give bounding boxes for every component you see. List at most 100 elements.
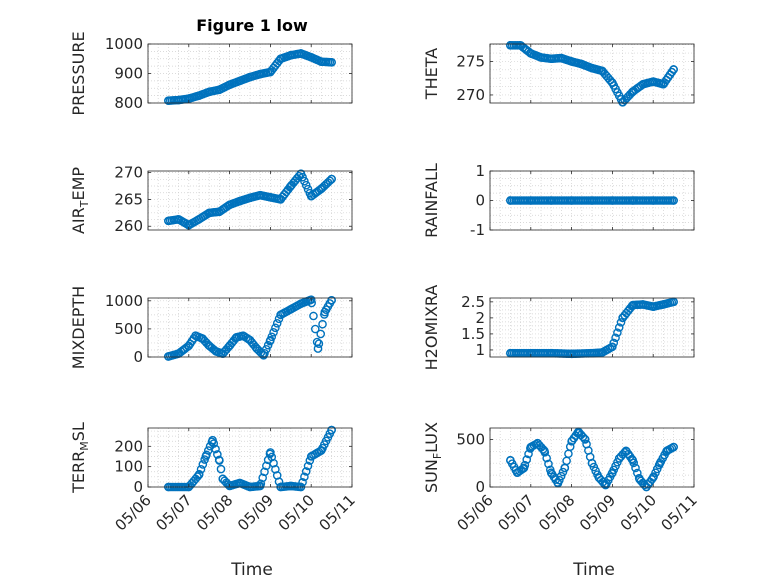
y-axis-label-main: H2OMIXRA [422,285,441,371]
y-tick-label: 900 [114,65,143,83]
data-point [196,464,206,474]
y-axis-label: SUNFLUX [422,422,444,493]
axes-theta: 270 275 THETA [422,41,695,107]
data-point [608,196,617,205]
data-point [194,214,204,224]
data-point [628,87,638,96]
data-point [276,195,285,204]
data-point [601,480,610,490]
data-point [587,458,597,468]
grid [147,428,353,488]
data-point [174,95,183,105]
y-axis-label-main: TERR [69,451,88,494]
y-axis-label-suffix: EMP [69,167,88,201]
data-point [215,85,224,95]
data-series [506,41,678,107]
data-point [300,472,309,482]
data-point [303,184,313,194]
y-axis-label-subscript: M [78,441,91,451]
axes-box [147,297,353,358]
y-tick-label: 200 [114,437,143,455]
data-point [628,456,638,465]
y-tick-label: 270 [114,164,143,182]
y-axis-label-suffix: SL [69,422,88,441]
grid [147,298,353,358]
data-point [587,63,597,73]
data-point [611,333,620,343]
data-point [669,442,678,452]
data-point [164,96,173,105]
data-point [597,66,607,76]
y-tick-label: 500 [114,320,143,338]
data-point [255,69,265,79]
data-point [512,468,522,478]
y-axis-label: AIRTEMP [69,167,91,234]
data-point [659,300,668,309]
data-series [164,49,336,105]
data-point [238,331,248,340]
data-point [306,191,316,201]
data-point [255,190,265,200]
data-point [198,460,208,469]
data-point [307,298,316,308]
data-point [325,176,335,186]
data-point [272,318,282,328]
data-point [269,327,278,337]
y-axis-label: TERRMSL [69,422,91,494]
x-axis-label-left: Time [230,560,273,580]
data-point [266,448,275,457]
data-point [218,474,228,484]
data-point [618,98,627,107]
data-point [542,453,551,463]
data-point [286,304,296,314]
data-point [266,67,275,77]
data-point [526,442,536,452]
y-tick-label: 1000 [105,292,143,310]
data-point [204,341,214,351]
data-point [557,53,566,63]
data-point [655,458,665,468]
data-point [544,459,553,469]
data-point [578,432,588,442]
data-point [225,341,234,351]
data-point [580,435,590,444]
data-point [526,49,536,58]
data-point [235,196,245,206]
data-point [522,455,532,464]
data-point [208,435,217,445]
y-axis-label-main: MIXDEPTH [69,286,88,369]
data-point [631,463,640,473]
data-point [506,456,515,465]
data-point [560,463,570,473]
y-axis-label: PRESSURE [69,31,88,115]
data-point [235,76,245,86]
data-point [164,216,173,226]
data-point [245,193,255,203]
data-point [309,311,318,321]
data-point [608,342,617,352]
y-tick-label: 265 [114,190,143,208]
data-point [616,318,626,327]
data-point [317,57,326,67]
y-axis-label-main: PRESSURE [69,31,88,115]
data-point [225,80,234,90]
data-point [327,295,336,305]
y-tick-label: 2 [475,309,485,327]
data-point [306,452,316,461]
data-point [225,481,234,491]
y-tick-label: 1 [475,341,485,359]
data-point [621,446,631,456]
data-point [296,169,306,178]
data-point [300,176,309,186]
data-point [235,478,245,488]
data-point [536,53,546,62]
data-point [614,323,624,332]
data-point [286,50,296,60]
data-point [327,57,336,67]
axes-air-temp: 260 265 270 AIRTEMP [69,164,353,235]
data-point [565,442,575,451]
data-point [296,49,306,58]
data-point [648,302,658,311]
